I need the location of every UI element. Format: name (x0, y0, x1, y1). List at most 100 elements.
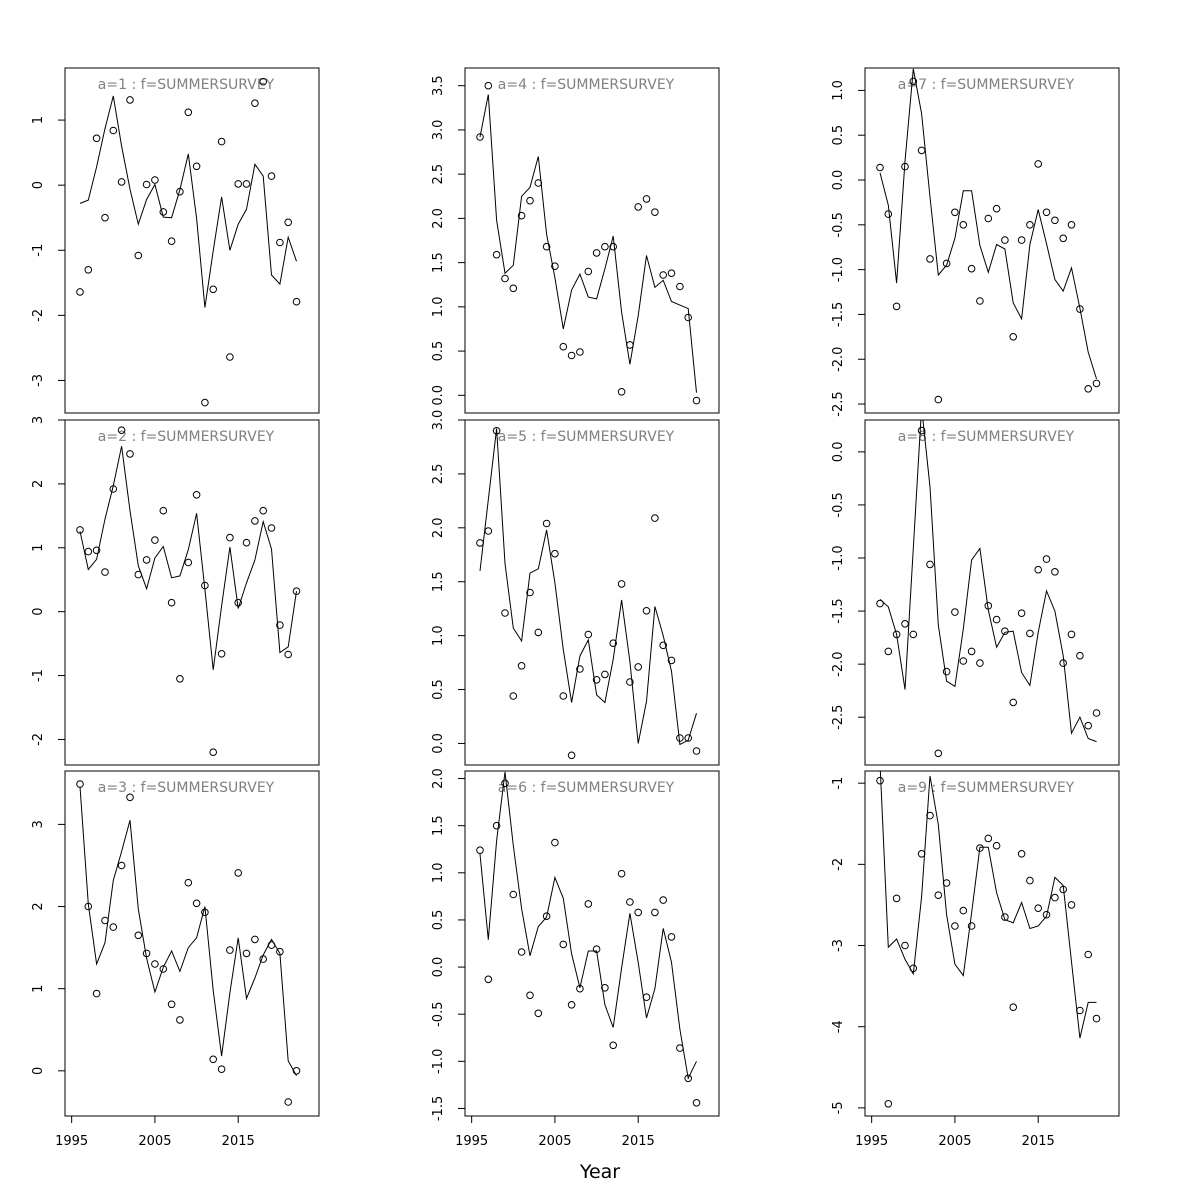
y-tick-label: 1.0 (431, 862, 446, 883)
observed-point (884, 1100, 893, 1108)
observed-point (609, 639, 618, 648)
y-tick-label: 0.5 (831, 125, 846, 146)
observed-point (492, 427, 501, 435)
observed-point (526, 196, 534, 205)
observed-point (242, 180, 251, 188)
observed-point (259, 77, 268, 86)
y-tick-label: 0.5 (431, 910, 446, 931)
observed-point (184, 878, 193, 887)
x-tick-label: 2015 (1022, 1134, 1055, 1149)
observed-point (101, 213, 109, 222)
observed-point (217, 137, 226, 146)
panel-frame (464, 419, 720, 766)
y-tick-label: 2.5 (431, 464, 446, 485)
observed-point (626, 341, 634, 349)
observed-point (984, 834, 993, 843)
observed-point (559, 940, 568, 949)
observed-point (76, 526, 84, 534)
observed-point (126, 450, 134, 458)
observed-point (226, 353, 234, 361)
y-tick-label: 0.5 (431, 341, 446, 362)
observed-point (276, 621, 284, 629)
observed-point (942, 259, 951, 268)
observed-point (276, 947, 284, 956)
observed-point (1076, 651, 1084, 660)
y-tick-label: -2.5 (831, 391, 846, 416)
observed-point (892, 302, 901, 311)
observed-point (976, 659, 984, 667)
observed-point (892, 894, 901, 903)
observed-point (509, 692, 518, 700)
fitted-series-line (79, 786, 297, 1077)
y-tick-label: -1 (31, 244, 46, 257)
observed-point (109, 126, 118, 135)
y-tick-label: 0.5 (431, 679, 446, 700)
observed-point (892, 630, 901, 639)
observed-point (617, 869, 626, 878)
observed-point (576, 348, 584, 356)
observed-point (951, 608, 959, 616)
observed-point (592, 249, 601, 257)
observed-point (584, 630, 593, 639)
observed-point (476, 846, 484, 855)
observed-point (259, 506, 268, 515)
observed-point (601, 984, 609, 992)
observed-point (101, 568, 109, 576)
observed-point (617, 580, 626, 588)
observed-point (542, 242, 551, 251)
observed-point (1042, 910, 1051, 919)
observed-point (251, 935, 259, 944)
y-tick-label: -1 (831, 777, 846, 790)
observed-point (642, 607, 651, 615)
observed-point (926, 560, 934, 569)
y-tick-label: 3.0 (431, 410, 446, 431)
observed-point (126, 793, 134, 802)
y-tick-label: 1.0 (831, 80, 846, 101)
observed-point (209, 748, 217, 757)
observed-point (142, 949, 151, 958)
observed-point (534, 1009, 543, 1018)
observed-point (1034, 904, 1042, 913)
x-axis-title: Year (579, 1161, 620, 1183)
observed-point (167, 1000, 176, 1009)
observed-point (1059, 234, 1067, 243)
observed-point (876, 163, 884, 172)
observed-point (84, 902, 93, 911)
observed-point (1034, 160, 1042, 168)
y-tick-label: -1 (31, 669, 46, 682)
y-tick-label: -1.5 (831, 598, 846, 623)
observed-point (634, 663, 643, 671)
panel-title: a=8 : f=SUMMERSURVEY (898, 429, 1075, 445)
y-tick-label: -5 (831, 1101, 846, 1114)
observed-point (151, 960, 159, 968)
y-tick-label: -1.5 (831, 302, 846, 327)
observed-point (209, 1055, 217, 1064)
observed-point (126, 96, 134, 104)
y-tick-label: 3.5 (431, 75, 446, 96)
observed-point (992, 204, 1001, 213)
observed-point (1017, 236, 1026, 244)
y-tick-label: 2.0 (431, 517, 446, 538)
observed-point (909, 77, 918, 86)
observed-point (659, 641, 668, 650)
observed-point (967, 922, 976, 930)
observed-point (217, 1065, 226, 1073)
observed-point (992, 841, 1001, 850)
observed-point (934, 891, 943, 900)
observed-point (1017, 850, 1026, 858)
observed-point (992, 615, 1001, 624)
observed-point (917, 426, 926, 435)
observed-point (567, 1001, 576, 1009)
observed-point (642, 195, 651, 203)
y-tick-label: 0.0 (431, 385, 446, 406)
observed-point (167, 237, 176, 245)
observed-point (959, 906, 968, 915)
y-tick-label: 1 (31, 985, 46, 993)
observed-point (1067, 630, 1076, 639)
y-tick-label: 1.5 (431, 252, 446, 273)
y-tick-label: -1.0 (831, 545, 846, 570)
observed-point (1051, 893, 1059, 902)
observed-point (284, 218, 293, 227)
panel-frame (64, 770, 320, 1117)
y-tick-label: 1.0 (431, 297, 446, 318)
